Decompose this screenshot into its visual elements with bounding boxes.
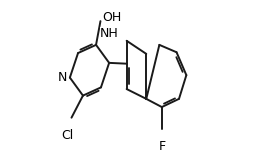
Text: Cl: Cl bbox=[61, 129, 73, 142]
Text: F: F bbox=[159, 140, 166, 153]
Text: NH: NH bbox=[100, 27, 119, 40]
Text: OH: OH bbox=[102, 11, 121, 24]
Text: N: N bbox=[58, 71, 68, 84]
